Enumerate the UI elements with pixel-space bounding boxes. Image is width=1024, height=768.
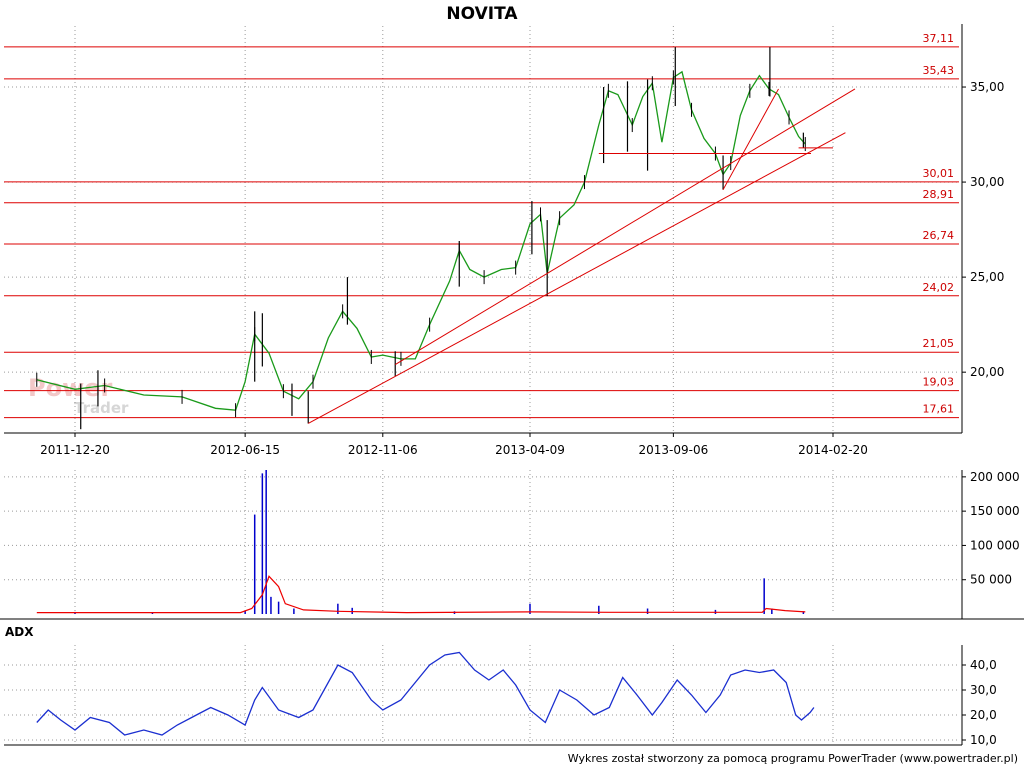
x-tick-label: 2013-04-09 [495,443,565,457]
grid-layer [4,26,959,745]
adx-y-tick-label: 40,0 [970,658,997,672]
price-y-tick-label: 25,00 [970,270,1004,284]
fib-level-label: 21,05 [923,337,955,350]
fib-level-label: 19,03 [923,376,955,389]
fib-level-label: 24,02 [923,281,955,294]
price-series [36,47,806,430]
adx-y-tick-label: 30,0 [970,683,997,697]
fibonacci-levels: 37,11 35,43 30,01 28,91 26,74 24,02 21,05 19,03… [4,32,959,419]
adx-line [36,651,815,736]
fib-level-label: 26,74 [923,229,955,242]
axes: 2011-12-20 2012-06-15 2012-11-06 2013-04-09… [0,24,1024,747]
adx-y-tick-label: 20,0 [970,708,997,722]
volume-panel [36,470,806,614]
x-tick-label: 2014-02-20 [798,443,868,457]
fib-level-label: 37,11 [923,32,955,45]
volume-y-tick-label: 200 000 [970,470,1020,484]
price-y-tick-label: 30,00 [970,175,1004,189]
adx-y-tick-label: 10,0 [970,733,997,747]
trendline [307,132,846,424]
x-tick-label: 2012-06-15 [210,443,280,457]
fib-level-label: 28,91 [923,188,955,201]
price-y-tick-label: 35,00 [970,80,1004,94]
x-tick-label: 2011-12-20 [40,443,110,457]
volume-y-tick-label: 50 000 [970,573,1012,587]
adx-panel-label: ADX [5,625,34,639]
adx-panel [36,651,815,736]
trendline [394,88,856,365]
x-tick-label: 2013-09-06 [638,443,708,457]
watermark-trader: Trader [74,399,129,417]
footer-credit: Wykres został stworzony za pomocą progra… [568,752,1018,765]
fib-level-label: 17,61 [923,403,955,416]
volume-moving-average [36,575,806,614]
price-y-tick-label: 20,00 [970,365,1004,379]
fib-level-label: 35,43 [923,64,955,77]
volume-y-tick-label: 100 000 [970,538,1020,552]
chart-title: NOVITA [446,4,518,24]
trendlines [307,88,856,424]
fib-level-label: 30,01 [923,167,955,180]
price-moving-average [36,70,806,411]
trendline [722,88,779,190]
volume-y-tick-label: 150 000 [970,504,1020,518]
x-tick-label: 2012-11-06 [348,443,418,457]
